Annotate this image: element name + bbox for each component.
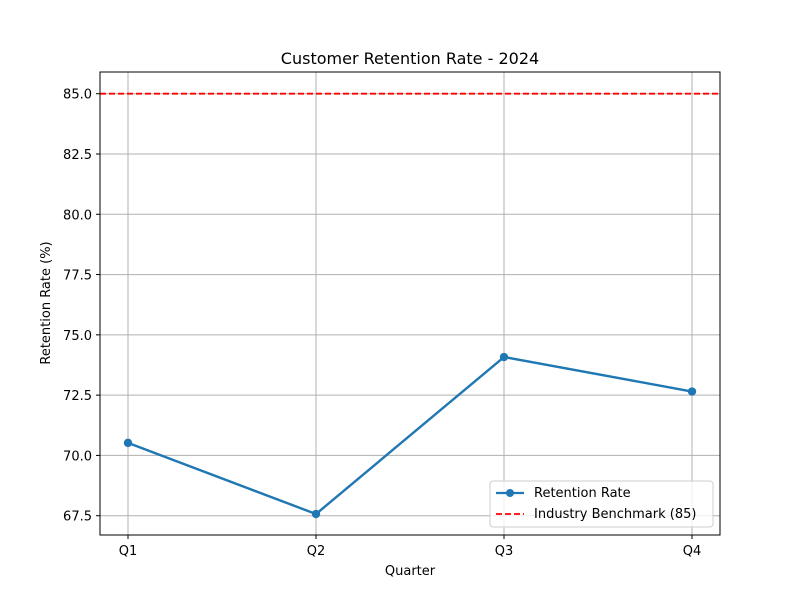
- x-tick-label: Q3: [495, 544, 514, 559]
- y-axis-label: Retention Rate (%): [39, 241, 54, 364]
- y-tick-label: 82.5: [63, 148, 92, 163]
- legend-series-marker: [506, 489, 514, 497]
- y-tick-label: 80.0: [63, 208, 92, 223]
- series-line: [126, 355, 694, 516]
- y-tick-label: 85.0: [63, 88, 92, 103]
- y-tick-label: 72.5: [63, 389, 92, 404]
- legend-benchmark-label: Industry Benchmark (85): [534, 507, 696, 522]
- y-tick-label: 67.5: [63, 510, 92, 525]
- legend: Retention Rate Industry Benchmark (85): [489, 480, 714, 528]
- data-point: [311, 509, 321, 519]
- x-tick-label: Q4: [683, 544, 702, 559]
- y-ticks: 67.5 70.0 72.5 75.0 77.5 80.0 82.5 85.0: [63, 88, 100, 525]
- legend-series-label: Retention Rate: [534, 486, 631, 501]
- data-point: [687, 387, 697, 396]
- chart-title: Customer Retention Rate - 2024: [281, 49, 539, 68]
- plot-frame: [99, 71, 721, 536]
- x-axis-label: Quarter: [385, 564, 436, 579]
- x-tick-label: Q2: [307, 544, 326, 559]
- x-ticks: Q1 Q2 Q3 Q4: [119, 535, 702, 559]
- series-layer: [123, 352, 697, 519]
- legend-box: [489, 480, 714, 528]
- y-tick-label: 70.0: [63, 449, 92, 464]
- y-tick-label: 77.5: [63, 269, 92, 284]
- grid: [100, 72, 720, 535]
- y-tick-label: 75.0: [63, 329, 92, 344]
- x-tick-label: Q1: [119, 544, 138, 559]
- data-point: [499, 352, 509, 362]
- data-point: [123, 438, 133, 448]
